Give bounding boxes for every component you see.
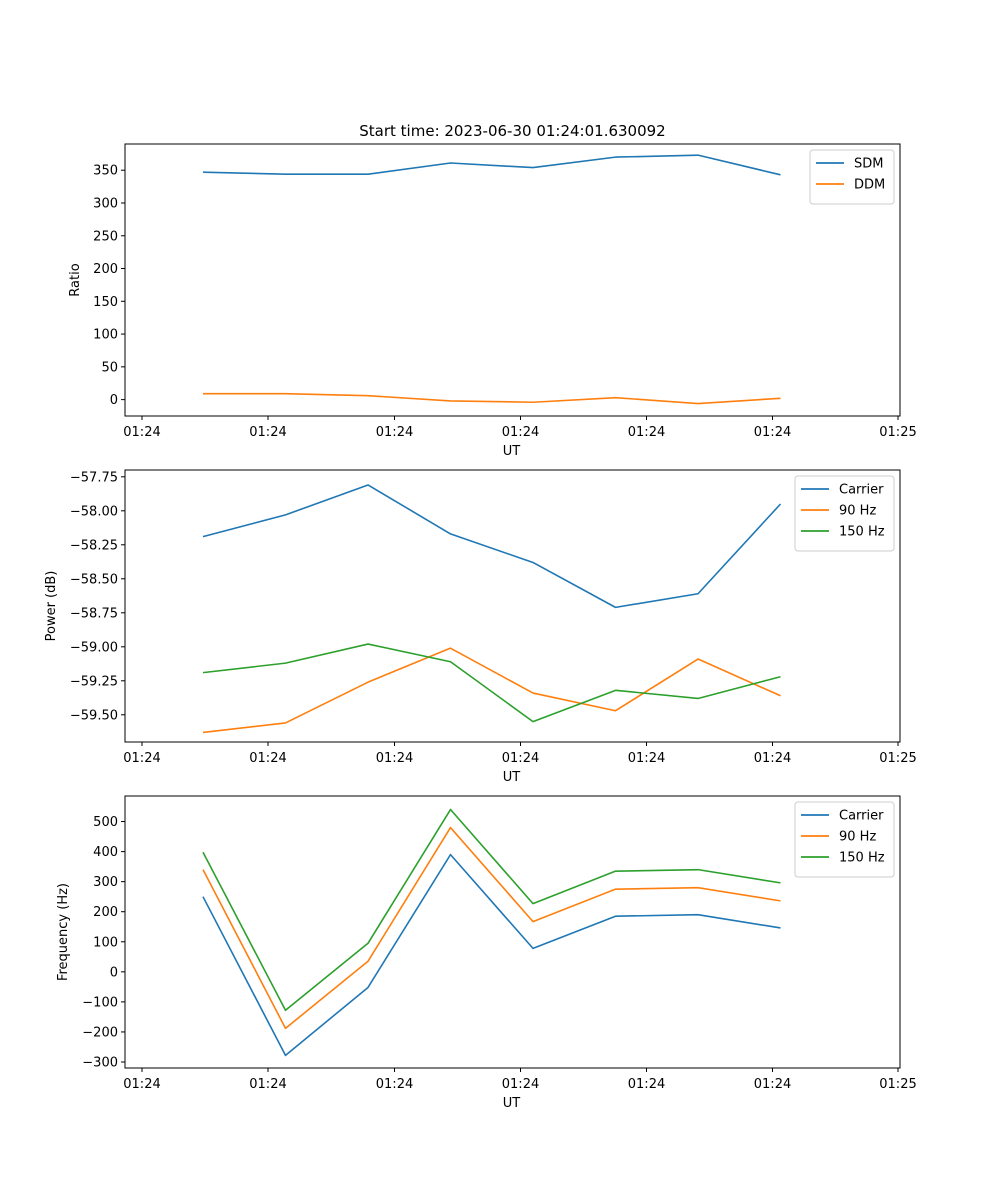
frequency-y-tick-label: 100 [93,935,118,950]
power-legend: Carrier 90 Hz 150 Hz [794,475,895,552]
power-x-axis-label: UT [503,770,521,785]
frequency-legend-label-150-hz: 150 Hz [839,851,885,866]
power-y-tick-label: −57.75 [70,470,118,485]
ratio-y-tick-label: 150 [93,295,118,310]
frequency-legend-label-carrier: Carrier [839,809,884,824]
frequency-y-axis-label: Frequency (Hz) [56,883,71,981]
ratio-series-sdm-line [202,154,781,176]
ratio-x-tick-label: 01:24 [249,425,286,440]
frequency-x-tick-label: 01:24 [249,1077,286,1092]
frequency-panel: −300 −200 −100 0 100 200 300 400 500 01:24 01:24 01… [56,795,917,1111]
power-x-tick-label: 01:24 [249,751,286,766]
ratio-legend-label-ddm: DDM [854,178,885,193]
ratio-y-tick-label: 100 [93,328,118,343]
figure-title: Start time: 2023-06-30 01:24:01.630092 [359,122,665,140]
power-panel: −59.50 −59.25 −59.00 −58.75 −58.50 −58.25 −58.… [44,469,917,785]
power-legend-box [794,475,895,552]
power-legend-label-90-hz: 90 Hz [839,504,876,519]
frequency-x-tick-label: 01:24 [123,1077,160,1092]
ratio-y-tick-label: 300 [93,196,118,211]
power-y-tick-label: −58.25 [70,538,118,553]
frequency-x-tick-label: 01:24 [754,1077,791,1092]
frequency-series-150-hz-line [202,808,781,1012]
power-x-tick-label: 01:24 [502,751,539,766]
power-x-tick-label: 01:24 [376,751,413,766]
power-y-tick-label: −59.00 [70,640,118,655]
frequency-y-tick-label: −200 [82,1025,118,1040]
power-y-axis-label: Power (dB) [44,571,59,642]
power-series-90-hz-line [202,647,781,734]
power-axes-frame [124,469,901,743]
ratio-y-tick-label: 250 [93,229,118,244]
power-y-tick-label: −59.25 [70,674,118,689]
frequency-x-axis-label: UT [503,1096,521,1111]
frequency-x-tick-label: 01:24 [502,1077,539,1092]
ratio-x-tick-label: 01:24 [376,425,413,440]
ratio-axes-frame [124,143,901,417]
power-x-tick-label: 01:24 [123,751,160,766]
frequency-y-tick-label: 0 [110,965,118,980]
power-legend-label-carrier: Carrier [839,483,884,498]
frequency-y-tick-label: 300 [93,875,118,890]
frequency-y-tick-label: 500 [93,815,118,830]
frequency-axes-frame [124,795,901,1069]
ratio-legend-label-sdm: SDM [854,157,883,172]
frequency-y-tick-label: −300 [82,1055,118,1070]
ratio-x-tick-label: 01:24 [754,425,791,440]
power-x-tick-label: 01:24 [628,751,665,766]
power-x-tick-label: 01:25 [879,751,916,766]
ratio-y-axis-label: Ratio [68,263,83,296]
ratio-x-tick-label: 01:25 [879,425,916,440]
power-x-tick-label: 01:24 [754,751,791,766]
frequency-legend-box [794,801,895,878]
power-legend-label-150-hz: 150 Hz [839,525,885,540]
ratio-y-tick-label: 350 [93,164,118,179]
ratio-x-tick-label: 01:24 [123,425,160,440]
frequency-x-tick-label: 01:24 [376,1077,413,1092]
frequency-series-90-hz-line [202,826,781,1030]
ratio-series-ddm-line [203,392,781,405]
ratio-y-tick-label: 200 [93,262,118,277]
ratio-x-tick-label: 01:24 [502,425,539,440]
ratio-y-tick-label: 0 [110,393,118,408]
power-y-tick-label: −58.00 [70,504,118,519]
power-y-tick-label: −58.75 [70,606,118,621]
frequency-legend-label-90-hz: 90 Hz [839,830,876,845]
frequency-x-tick-label: 01:24 [628,1077,665,1092]
power-series-carrier-line [202,484,782,609]
frequency-series-carrier-line [202,853,781,1057]
ratio-panel: 0 50 100 150 200 250 300 350 01:24 01:24 01:24 01:2… [68,143,917,459]
frequency-legend: Carrier 90 Hz 150 Hz [794,801,895,878]
power-y-tick-label: −59.50 [70,708,118,723]
frequency-y-tick-label: 200 [93,905,118,920]
ratio-x-tick-label: 01:24 [628,425,665,440]
power-y-tick-label: −58.50 [70,572,118,587]
frequency-y-tick-label: 400 [93,845,118,860]
ratio-y-tick-label: 50 [101,360,118,375]
ratio-x-axis-label: UT [503,444,521,459]
frequency-y-tick-label: −100 [82,995,118,1010]
power-series-150-hz-line [202,643,781,723]
ratio-legend: SDM DDM [809,149,895,205]
frequency-x-tick-label: 01:25 [879,1077,916,1092]
